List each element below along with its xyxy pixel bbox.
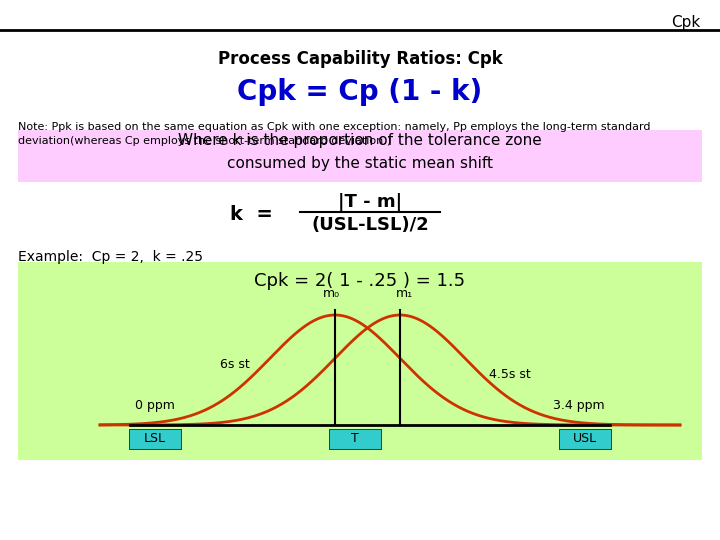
- Text: Cpk = 2( 1 - .25 ) = 1.5: Cpk = 2( 1 - .25 ) = 1.5: [254, 272, 466, 290]
- Text: k  =: k =: [230, 206, 273, 225]
- FancyBboxPatch shape: [129, 429, 181, 449]
- Text: USL: USL: [573, 433, 597, 446]
- Text: m₀: m₀: [323, 287, 340, 300]
- FancyBboxPatch shape: [18, 262, 702, 460]
- Text: Example:  Cp = 2,  k = .25: Example: Cp = 2, k = .25: [18, 250, 203, 264]
- Text: Process Capability Ratios: Cpk: Process Capability Ratios: Cpk: [217, 50, 503, 68]
- Text: Note: Ppk is based on the same equation as Cpk with one exception: namely, Pp em: Note: Ppk is based on the same equation …: [18, 122, 650, 146]
- Text: |T - m|: |T - m|: [338, 193, 402, 211]
- Text: LSL: LSL: [144, 433, 166, 446]
- Text: T: T: [351, 433, 359, 446]
- Text: Cpk = Cp (1 - k): Cpk = Cp (1 - k): [238, 78, 482, 106]
- Text: m₁: m₁: [395, 287, 413, 300]
- Text: 0 ppm: 0 ppm: [135, 399, 175, 411]
- FancyBboxPatch shape: [329, 429, 381, 449]
- Text: 4.5s st: 4.5s st: [489, 368, 531, 381]
- FancyBboxPatch shape: [18, 130, 702, 182]
- FancyBboxPatch shape: [559, 429, 611, 449]
- Text: Cpk: Cpk: [671, 15, 700, 30]
- Text: 3.4 ppm: 3.4 ppm: [554, 399, 605, 411]
- Text: (USL-LSL)/2: (USL-LSL)/2: [311, 216, 429, 234]
- Text: Where k is the proportion of the tolerance zone
consumed by the static mean shif: Where k is the proportion of the toleran…: [178, 133, 542, 171]
- Text: 6s st: 6s st: [220, 359, 250, 372]
